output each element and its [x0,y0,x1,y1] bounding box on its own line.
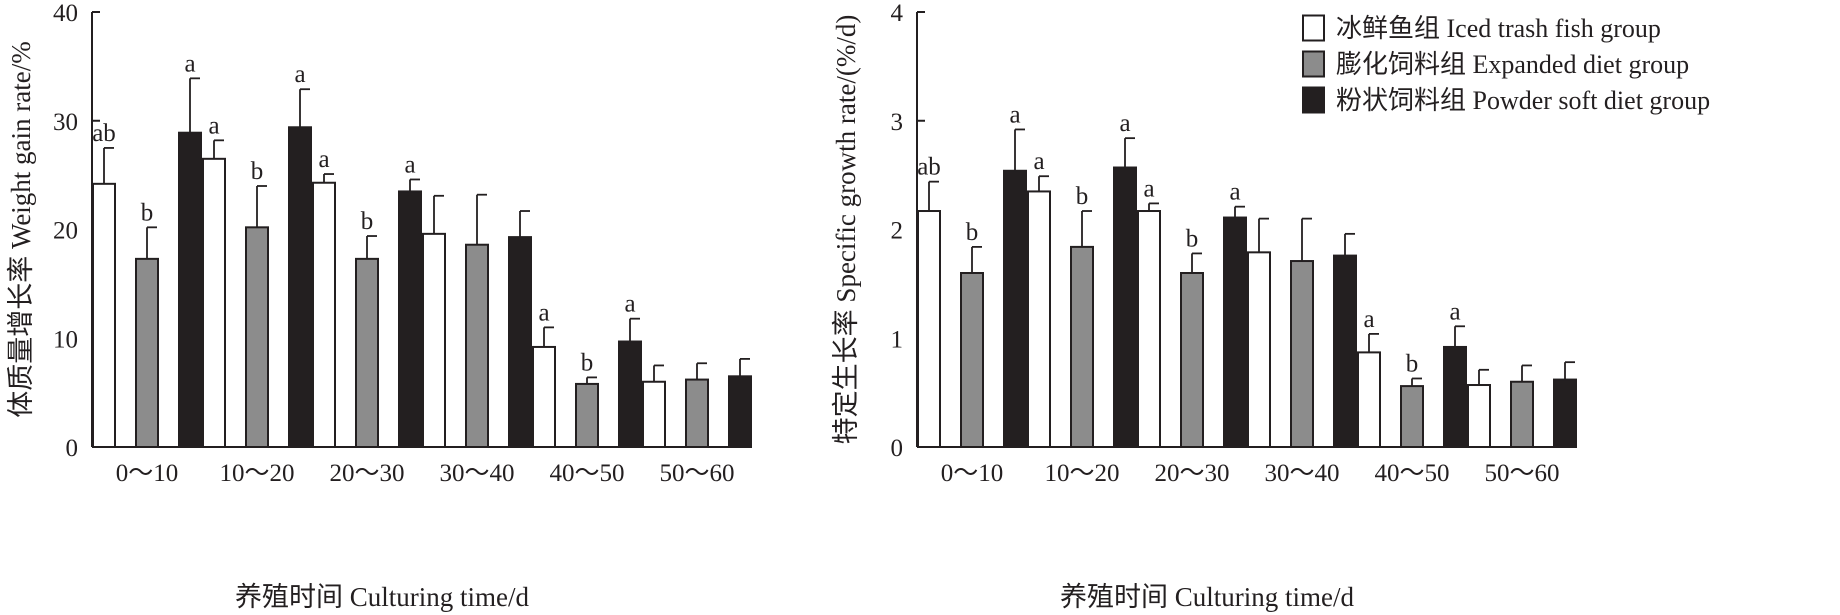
bar [642,380,666,448]
x-tick-label: 40～50 [1374,460,1449,487]
significance-label: a [184,50,195,77]
bar [728,375,752,448]
bar [422,232,446,448]
bar [1180,272,1204,448]
significance-label: a [1449,298,1460,325]
significance-label: b [141,199,154,226]
x-tick-label: 50～60 [659,460,734,487]
x-tick-label: 0～10 [941,460,1004,487]
bar [1333,254,1357,448]
bar [960,272,984,448]
bar [685,378,709,449]
significance-label: ab [92,120,116,147]
bar [312,181,336,449]
bar [288,126,312,449]
bar [92,182,116,448]
x-tick-label: 30～40 [1264,460,1339,487]
x-tick-label: 0～10 [116,460,179,487]
significance-label: a [624,291,635,318]
significance-label: a [318,146,329,173]
y-tick-label: 1 [891,326,904,353]
bar [1223,216,1247,448]
legend: 冰鲜鱼组 Iced trash fish group 膨化饲料组 Expanded… [1302,14,1710,115]
bar [135,257,159,448]
significance-label: a [1143,175,1154,202]
bar [618,340,642,449]
bar [508,236,532,448]
y-tick-label: 10 [53,326,78,353]
y-tick-label: 0 [66,435,79,462]
y-tick-label: 40 [53,0,78,27]
bar [1510,380,1534,448]
bar [1357,351,1381,449]
bar [1027,190,1051,448]
bar [1443,345,1467,449]
bar [917,210,941,448]
x-tick-label: 20～30 [1154,460,1229,487]
y-tick-label: 20 [53,218,78,245]
y-axis-title: 特定生长率 Specific growth rate/(%/d) [831,15,861,445]
legend-label: 粉状饲料组 Powder soft diet group [1336,86,1710,115]
significance-label: b [1076,183,1089,210]
legend-label: 冰鲜鱼组 Iced trash fish group [1336,14,1661,43]
bar [575,382,599,448]
significance-label: a [1009,101,1020,128]
bar [398,190,422,448]
significance-label: ab [917,154,941,181]
x-tick-label: 40～50 [549,460,624,487]
y-tick-label: 4 [891,0,904,27]
y-axis-title: 体质量增长率 Weight gain rate/% [6,41,36,418]
x-tick-label: 30～40 [439,460,514,487]
significance-label: b [251,158,264,185]
significance-label: a [1033,148,1044,175]
significance-label: a [1119,110,1130,137]
bar [178,131,202,448]
legend-label: 膨化饲料组 Expanded diet group [1336,50,1689,79]
x-axis-title: 养殖时间 Culturing time/d [1060,582,1354,612]
significance-label: b [1186,225,1199,252]
x-tick-label: 10～20 [219,460,294,487]
significance-label: b [581,349,594,376]
y-tick-label: 3 [891,109,904,136]
y-tick-label: 30 [53,109,78,136]
significance-label: a [404,151,415,178]
y-tick-label: 2 [891,218,904,245]
x-tick-label: 20～30 [329,460,404,487]
bar [1247,251,1271,448]
significance-label: a [1363,306,1374,333]
x-tick-label: 10～20 [1044,460,1119,487]
bar [1003,169,1027,448]
bar [1467,384,1491,449]
bar [355,257,379,448]
significance-label: b [1406,350,1419,377]
x-tick-label: 50～60 [1484,460,1559,487]
bar [532,345,556,449]
legend-swatch [1302,86,1325,114]
significance-label: b [966,219,979,246]
bar [1553,378,1577,449]
legend-swatch [1302,50,1325,78]
bar [1070,245,1094,448]
significance-label: a [538,299,549,326]
significance-label: b [361,208,374,235]
bar [1400,385,1424,449]
significance-label: a [208,112,219,139]
significance-label: a [1229,179,1240,206]
bar [465,243,489,448]
bar [245,226,269,448]
bar [1137,210,1161,448]
bar [202,157,226,448]
bar [1113,166,1137,448]
x-axis-title: 养殖时间 Culturing time/d [235,582,529,612]
bar [1290,260,1314,448]
significance-label: a [294,61,305,88]
y-tick-label: 0 [891,435,904,462]
legend-swatch [1302,14,1325,42]
